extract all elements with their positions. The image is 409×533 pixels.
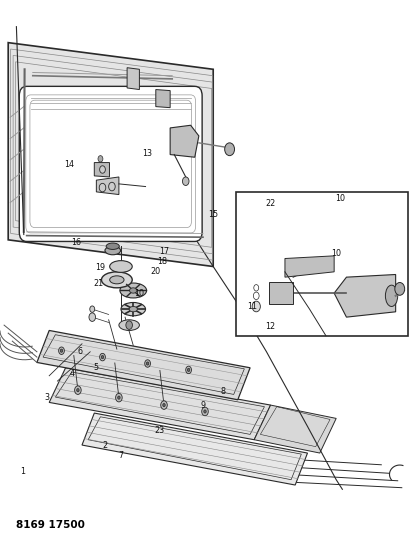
Circle shape [144, 360, 150, 367]
Ellipse shape [129, 306, 137, 312]
Circle shape [60, 349, 63, 352]
Ellipse shape [384, 285, 397, 306]
Text: 15: 15 [208, 210, 218, 219]
Ellipse shape [101, 272, 132, 288]
Circle shape [253, 285, 258, 291]
Circle shape [394, 282, 404, 295]
Circle shape [58, 347, 64, 354]
Circle shape [185, 366, 191, 374]
Text: 13: 13 [142, 149, 152, 158]
Polygon shape [94, 163, 109, 177]
Circle shape [182, 177, 189, 185]
Polygon shape [170, 125, 198, 157]
Circle shape [89, 313, 95, 321]
Circle shape [98, 156, 103, 162]
Circle shape [115, 393, 122, 402]
Text: 18: 18 [157, 257, 166, 265]
Ellipse shape [106, 243, 119, 249]
Text: 10: 10 [134, 289, 144, 297]
Text: 20: 20 [151, 268, 160, 276]
Bar [235, 192, 407, 336]
Text: 8: 8 [220, 387, 225, 396]
Text: 8169 17500: 8169 17500 [16, 520, 85, 530]
Circle shape [160, 401, 167, 409]
Text: 16: 16 [71, 238, 81, 247]
Text: 12: 12 [265, 322, 275, 330]
Circle shape [108, 182, 115, 191]
Text: 5: 5 [94, 364, 99, 372]
Circle shape [201, 407, 208, 416]
Text: 1: 1 [20, 467, 25, 476]
Ellipse shape [120, 283, 146, 298]
Text: 9: 9 [200, 401, 205, 409]
Text: 3: 3 [45, 393, 49, 401]
Polygon shape [333, 274, 395, 317]
Text: 4: 4 [69, 369, 74, 377]
Circle shape [252, 301, 260, 312]
Polygon shape [82, 413, 307, 485]
Text: 14: 14 [64, 160, 74, 168]
Circle shape [76, 389, 79, 392]
Circle shape [126, 321, 132, 329]
Text: 2: 2 [102, 441, 107, 449]
Circle shape [99, 183, 106, 192]
Text: 23: 23 [155, 426, 164, 435]
Circle shape [162, 403, 165, 407]
Circle shape [99, 166, 105, 173]
Polygon shape [37, 330, 249, 400]
Circle shape [224, 143, 234, 156]
Text: 17: 17 [159, 247, 169, 256]
Ellipse shape [110, 261, 132, 272]
Circle shape [99, 353, 105, 361]
Text: 11: 11 [247, 302, 256, 311]
Polygon shape [284, 256, 333, 277]
Text: 10: 10 [330, 249, 340, 257]
Circle shape [74, 386, 81, 394]
Circle shape [187, 368, 189, 372]
Polygon shape [254, 405, 335, 453]
Polygon shape [268, 282, 292, 304]
Circle shape [101, 356, 103, 359]
Polygon shape [96, 177, 119, 195]
Text: 10: 10 [335, 194, 344, 203]
Circle shape [90, 306, 94, 312]
Text: 21: 21 [93, 279, 103, 288]
Circle shape [117, 396, 120, 399]
Text: 7: 7 [118, 451, 123, 460]
FancyBboxPatch shape [19, 86, 202, 241]
Circle shape [253, 292, 258, 300]
Polygon shape [8, 43, 213, 266]
Text: 6: 6 [77, 348, 82, 356]
Polygon shape [127, 68, 139, 90]
Ellipse shape [119, 320, 139, 330]
Ellipse shape [110, 276, 124, 284]
Polygon shape [155, 90, 170, 108]
Polygon shape [49, 368, 270, 440]
Circle shape [203, 410, 206, 413]
Ellipse shape [105, 246, 120, 255]
Ellipse shape [121, 303, 145, 316]
Circle shape [146, 362, 148, 365]
Text: 22: 22 [265, 199, 275, 208]
Text: 19: 19 [95, 263, 105, 272]
Ellipse shape [129, 288, 137, 293]
